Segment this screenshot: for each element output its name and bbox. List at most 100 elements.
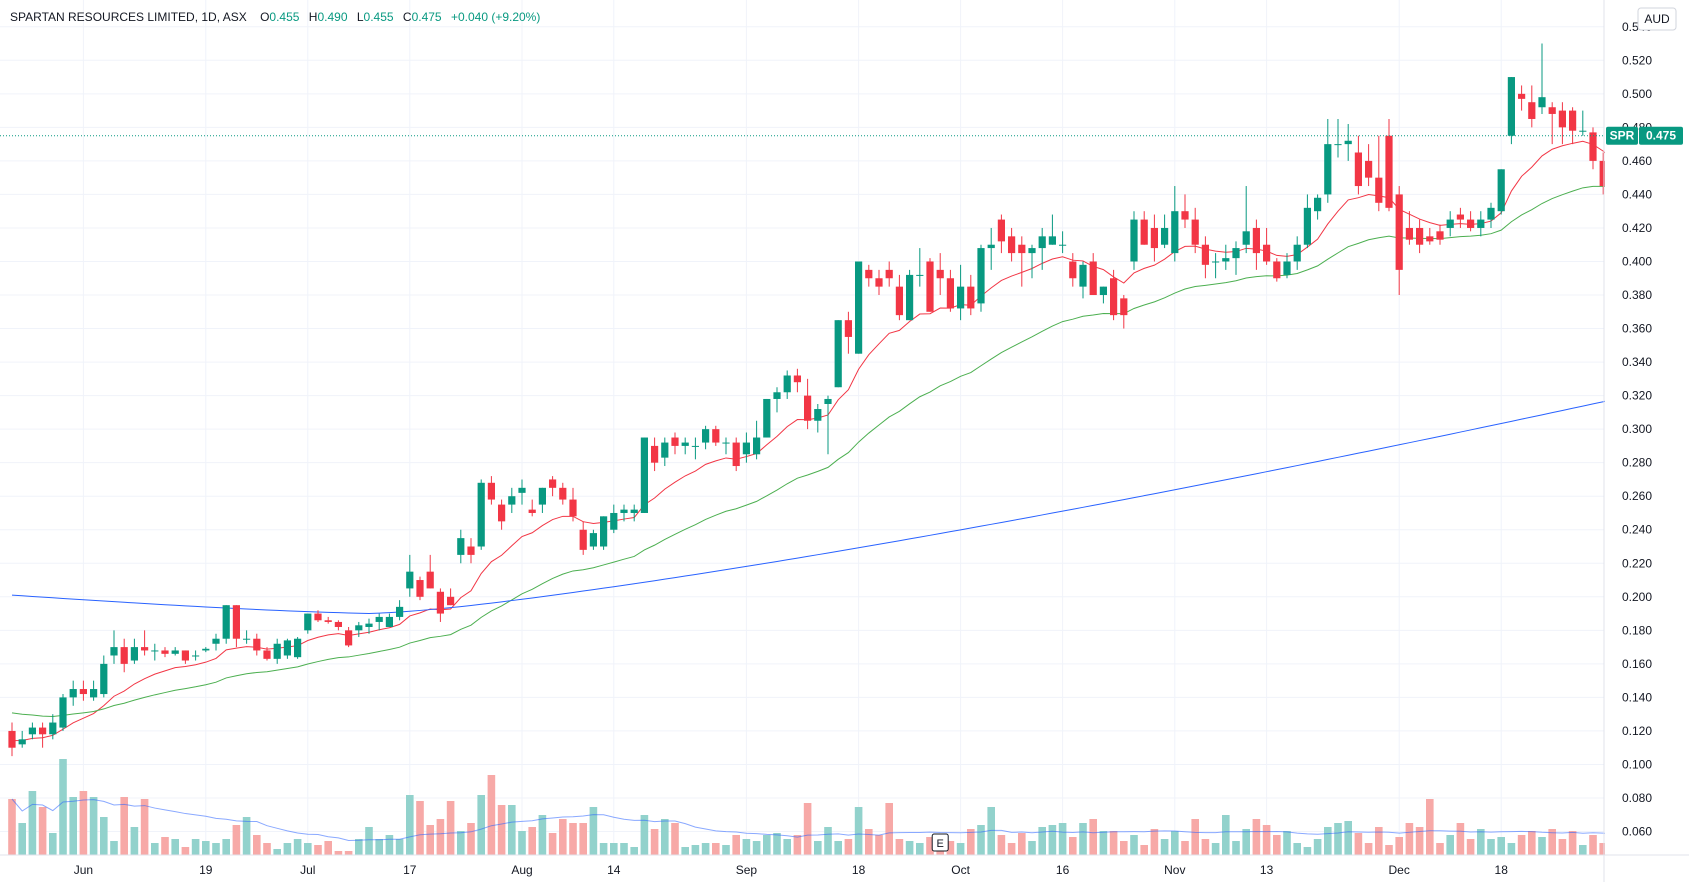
- candle[interactable]: [1059, 231, 1067, 254]
- candle[interactable]: [528, 499, 536, 517]
- candle[interactable]: [1048, 214, 1056, 245]
- candle[interactable]: [396, 600, 404, 621]
- candle[interactable]: [1069, 253, 1077, 287]
- candle[interactable]: [610, 504, 618, 534]
- candle[interactable]: [742, 432, 750, 463]
- candle[interactable]: [1110, 269, 1118, 321]
- candle[interactable]: [345, 626, 353, 648]
- candle[interactable]: [1191, 207, 1199, 254]
- candle[interactable]: [1497, 169, 1505, 215]
- candle[interactable]: [1334, 118, 1342, 158]
- candle[interactable]: [1548, 102, 1556, 145]
- candle[interactable]: [1538, 43, 1546, 114]
- candle[interactable]: [28, 722, 36, 740]
- candle[interactable]: [1507, 77, 1515, 145]
- candle[interactable]: [49, 714, 57, 740]
- candle[interactable]: [1324, 118, 1332, 203]
- candle[interactable]: [426, 554, 434, 589]
- candle[interactable]: [110, 630, 118, 664]
- candle[interactable]: [793, 368, 801, 393]
- candle[interactable]: [18, 730, 26, 748]
- candle[interactable]: [1579, 110, 1587, 136]
- candle[interactable]: [120, 638, 128, 673]
- candle[interactable]: [1099, 286, 1107, 304]
- candle[interactable]: [538, 487, 546, 513]
- candle[interactable]: [916, 248, 924, 287]
- candle[interactable]: [967, 274, 975, 316]
- candle[interactable]: [79, 680, 87, 701]
- earnings-marker[interactable]: E: [931, 833, 949, 852]
- candle[interactable]: [1018, 236, 1026, 287]
- candle[interactable]: [1181, 194, 1189, 228]
- candle[interactable]: [936, 253, 944, 296]
- candle[interactable]: [1028, 244, 1036, 279]
- candle[interactable]: [1303, 194, 1311, 249]
- candle[interactable]: [1385, 118, 1393, 212]
- candle[interactable]: [375, 613, 383, 631]
- candle[interactable]: [263, 647, 271, 661]
- candle[interactable]: [467, 538, 475, 564]
- candle[interactable]: [834, 320, 842, 388]
- candle[interactable]: [508, 487, 516, 513]
- candle[interactable]: [1120, 295, 1128, 329]
- candle[interactable]: [314, 610, 322, 622]
- candle[interactable]: [681, 437, 689, 455]
- candle[interactable]: [630, 504, 638, 522]
- candle[interactable]: [1293, 236, 1301, 270]
- candle[interactable]: [783, 370, 791, 399]
- candle[interactable]: [498, 499, 506, 530]
- candle[interactable]: [906, 269, 914, 321]
- candle[interactable]: [1201, 236, 1209, 279]
- candle[interactable]: [1405, 211, 1413, 245]
- candle[interactable]: [1273, 258, 1281, 282]
- candle[interactable]: [161, 647, 169, 658]
- candle[interactable]: [1242, 186, 1250, 254]
- candle[interactable]: [1477, 211, 1485, 237]
- candle[interactable]: [59, 694, 67, 731]
- candle[interactable]: [1375, 135, 1383, 212]
- candle[interactable]: [518, 479, 526, 505]
- candle[interactable]: [1569, 107, 1577, 145]
- candle[interactable]: [222, 605, 230, 644]
- candle[interactable]: [1222, 244, 1230, 270]
- candle[interactable]: [1354, 135, 1362, 195]
- candle[interactable]: [1263, 227, 1271, 265]
- candle[interactable]: [273, 638, 281, 664]
- candle[interactable]: [763, 398, 771, 438]
- candle[interactable]: [181, 650, 189, 664]
- candle[interactable]: [814, 403, 822, 433]
- candle[interactable]: [1426, 227, 1434, 245]
- candle[interactable]: [855, 261, 863, 354]
- time-axis[interactable]: Jun 19 Jul 17 Aug 14 Sep 18 Oct 16 Nov 13 Dec 18: [74, 863, 1508, 877]
- candle[interactable]: [651, 437, 659, 472]
- candle[interactable]: [569, 487, 577, 522]
- candle[interactable]: [1467, 211, 1475, 232]
- candle[interactable]: [1283, 253, 1291, 279]
- currency-badge[interactable]: AUD: [1637, 7, 1677, 31]
- candle[interactable]: [620, 504, 628, 522]
- candle[interactable]: [1344, 124, 1352, 161]
- candle[interactable]: [1008, 227, 1016, 262]
- candle[interactable]: [1416, 219, 1424, 254]
- candle[interactable]: [824, 395, 832, 455]
- candle[interactable]: [192, 650, 200, 661]
- candle[interactable]: [987, 227, 995, 270]
- candle[interactable]: [946, 269, 954, 312]
- candle[interactable]: [804, 378, 812, 430]
- candle[interactable]: [712, 425, 720, 446]
- candle[interactable]: [1436, 224, 1444, 245]
- candle[interactable]: [457, 529, 465, 564]
- candle[interactable]: [1130, 211, 1138, 270]
- candle[interactable]: [304, 613, 312, 634]
- candle[interactable]: [691, 437, 699, 460]
- candle[interactable]: [1171, 186, 1179, 262]
- candle[interactable]: [977, 244, 985, 312]
- candle[interactable]: [844, 311, 852, 354]
- candle[interactable]: [477, 479, 485, 550]
- candle[interactable]: [773, 387, 781, 413]
- candle[interactable]: [232, 605, 240, 648]
- candle[interactable]: [589, 529, 597, 550]
- candle[interactable]: [130, 638, 138, 664]
- candle[interactable]: [957, 264, 965, 321]
